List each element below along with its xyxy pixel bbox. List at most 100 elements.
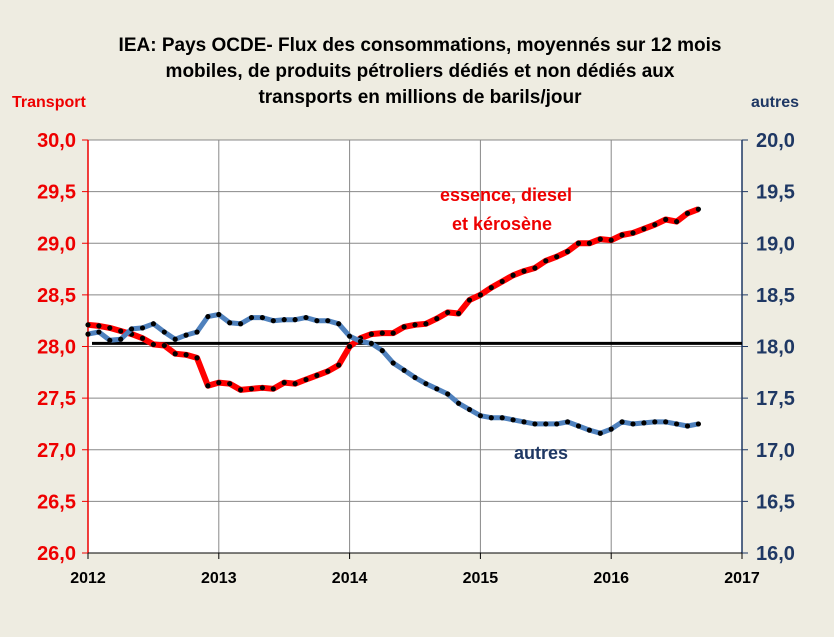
data-point-autres bbox=[532, 421, 538, 427]
data-point-autres bbox=[336, 321, 342, 327]
data-point-autres bbox=[543, 421, 549, 427]
x-tick-label: 2012 bbox=[70, 570, 106, 587]
data-point-transport bbox=[118, 328, 124, 334]
data-point-autres bbox=[281, 317, 287, 323]
y-axis-label-right: autres bbox=[751, 94, 799, 111]
data-point-autres bbox=[150, 321, 156, 327]
data-point-transport bbox=[107, 325, 113, 331]
data-point-autres bbox=[641, 420, 647, 426]
data-point-transport bbox=[216, 380, 222, 386]
x-tick-label: 2015 bbox=[463, 570, 499, 587]
y-tick-label-left: 28,5 bbox=[37, 285, 76, 307]
data-point-autres bbox=[357, 338, 364, 344]
y-tick-label-left: 29,5 bbox=[37, 182, 76, 204]
y-tick-label-right: 19,5 bbox=[756, 182, 795, 204]
y-tick-label-right: 17,0 bbox=[756, 440, 795, 462]
y-tick-label-right: 17,5 bbox=[756, 388, 795, 410]
series-label-transport-line-2: et kérosène bbox=[452, 214, 552, 234]
data-point-transport bbox=[619, 232, 625, 238]
data-point-autres bbox=[619, 419, 625, 425]
data-point-transport bbox=[499, 278, 505, 285]
y-tick-label-left: 29,0 bbox=[37, 233, 76, 255]
data-point-transport bbox=[314, 372, 320, 379]
data-point-transport bbox=[456, 310, 462, 317]
data-point-autres bbox=[390, 360, 396, 366]
data-point-transport bbox=[412, 322, 418, 328]
data-point-autres bbox=[118, 336, 124, 342]
data-point-autres bbox=[292, 317, 298, 323]
data-point-transport bbox=[205, 383, 211, 389]
data-point-autres bbox=[412, 374, 418, 381]
data-point-transport bbox=[248, 386, 255, 392]
data-point-transport bbox=[684, 210, 691, 216]
data-point-transport bbox=[663, 216, 669, 223]
y-tick-label-right: 16,0 bbox=[756, 543, 795, 565]
chart-title-line-1: IEA: Pays OCDE- Flux des consommations, … bbox=[118, 35, 722, 56]
x-tick-label: 2017 bbox=[724, 570, 760, 587]
data-point-autres bbox=[347, 333, 353, 339]
data-point-transport bbox=[172, 351, 178, 357]
data-point-autres bbox=[499, 415, 505, 421]
x-tick-label: 2014 bbox=[332, 570, 368, 587]
data-point-transport bbox=[510, 272, 516, 278]
data-point-autres bbox=[172, 336, 178, 342]
data-point-transport bbox=[597, 236, 603, 242]
data-point-transport bbox=[183, 352, 189, 358]
data-point-transport bbox=[554, 254, 560, 260]
data-point-autres bbox=[423, 381, 429, 387]
y-tick-label-left: 28,0 bbox=[37, 337, 76, 359]
chart-title-line-2: mobiles, de produits pétroliers dédiés e… bbox=[165, 61, 675, 82]
data-point-transport bbox=[325, 368, 331, 374]
y-tick-label-left: 30,0 bbox=[37, 130, 76, 152]
data-point-transport bbox=[336, 362, 342, 368]
data-point-transport bbox=[194, 355, 200, 361]
data-point-transport bbox=[445, 309, 451, 316]
data-point-autres bbox=[85, 331, 91, 337]
data-point-transport bbox=[390, 330, 396, 336]
x-tick-label: 2013 bbox=[201, 570, 237, 587]
data-point-autres bbox=[586, 427, 593, 433]
data-point-transport bbox=[466, 297, 473, 303]
data-point-autres bbox=[434, 386, 440, 392]
data-point-transport bbox=[303, 376, 309, 383]
data-point-autres bbox=[488, 415, 494, 421]
data-point-transport bbox=[259, 385, 265, 391]
data-point-autres bbox=[663, 419, 669, 425]
y-tick-label-left: 27,5 bbox=[37, 388, 76, 410]
data-point-transport bbox=[434, 316, 440, 322]
data-point-transport bbox=[423, 321, 429, 327]
data-point-transport bbox=[281, 380, 287, 386]
data-point-transport bbox=[85, 322, 91, 328]
data-point-autres bbox=[379, 348, 385, 354]
data-point-transport bbox=[368, 331, 374, 337]
x-tick-label: 2016 bbox=[593, 570, 629, 587]
data-point-autres bbox=[259, 314, 265, 321]
data-point-autres bbox=[107, 337, 113, 343]
data-point-autres bbox=[684, 423, 691, 429]
y-tick-label-left: 26,5 bbox=[37, 491, 76, 513]
data-point-transport bbox=[161, 342, 167, 349]
data-point-autres bbox=[477, 413, 483, 419]
y-tick-label-right: 18,5 bbox=[756, 285, 795, 307]
y-tick-label-left: 27,0 bbox=[37, 440, 76, 462]
data-point-autres bbox=[238, 321, 244, 327]
data-point-autres bbox=[314, 318, 320, 324]
data-point-autres bbox=[325, 318, 331, 324]
data-point-autres bbox=[194, 329, 200, 335]
data-point-autres bbox=[205, 313, 211, 320]
y-tick-label-right: 18,0 bbox=[756, 337, 795, 359]
data-point-transport bbox=[532, 265, 538, 271]
data-point-autres bbox=[597, 430, 603, 436]
y-tick-label-right: 20,0 bbox=[756, 130, 795, 152]
data-point-transport bbox=[674, 218, 680, 225]
data-point-autres bbox=[630, 421, 636, 427]
data-point-transport bbox=[521, 268, 527, 274]
data-point-autres bbox=[161, 329, 167, 335]
data-point-autres bbox=[270, 318, 276, 324]
data-point-transport bbox=[379, 330, 385, 336]
data-point-transport bbox=[347, 343, 353, 350]
data-point-autres bbox=[674, 421, 680, 427]
data-point-transport bbox=[96, 323, 102, 329]
